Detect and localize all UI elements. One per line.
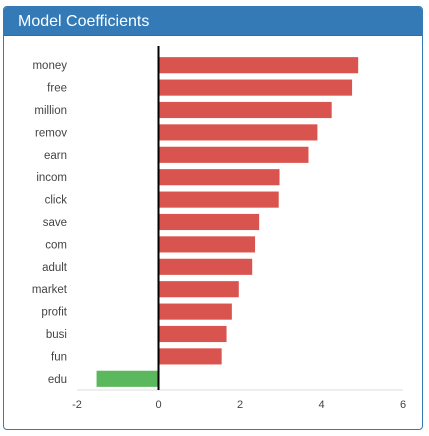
bar-profit bbox=[158, 303, 232, 320]
x-tick-label: 4 bbox=[318, 399, 324, 411]
bar-fun bbox=[158, 348, 222, 365]
bar-money bbox=[158, 57, 359, 74]
category-label-save: save bbox=[43, 217, 67, 229]
category-label-earn: earn bbox=[44, 150, 67, 162]
bar-busi bbox=[158, 325, 227, 343]
bar-incom bbox=[158, 169, 280, 186]
bar-edu bbox=[96, 370, 159, 387]
bar-save bbox=[158, 213, 260, 231]
category-label-busi: busi bbox=[46, 329, 67, 341]
x-tick-label: 0 bbox=[155, 399, 161, 411]
category-label-incom: incom bbox=[36, 172, 67, 184]
category-label-million: million bbox=[34, 105, 67, 117]
category-label-market: market bbox=[32, 284, 68, 296]
x-tick-label: 6 bbox=[400, 399, 406, 411]
category-label-adult: adult bbox=[42, 262, 68, 274]
category-label-edu: edu bbox=[48, 374, 67, 386]
bar-com bbox=[158, 236, 256, 253]
bar-free bbox=[158, 79, 353, 96]
bar-million bbox=[158, 101, 332, 119]
category-label-money: money bbox=[32, 60, 67, 72]
bar-click bbox=[158, 191, 279, 208]
x-tick-label: -2 bbox=[72, 399, 82, 411]
category-label-fun: fun bbox=[51, 351, 67, 363]
category-label-profit: profit bbox=[41, 307, 67, 319]
category-label-com: com bbox=[45, 239, 67, 251]
bar-market bbox=[158, 281, 239, 298]
x-tick-label: 2 bbox=[237, 399, 243, 411]
category-label-click: click bbox=[45, 195, 68, 207]
bar-earn bbox=[158, 146, 309, 163]
bar-adult bbox=[158, 258, 253, 275]
category-label-free: free bbox=[47, 83, 67, 95]
category-label-remov: remov bbox=[35, 127, 67, 139]
bar-remov bbox=[158, 124, 318, 141]
panel-title: Model Coefficients bbox=[4, 7, 422, 36]
